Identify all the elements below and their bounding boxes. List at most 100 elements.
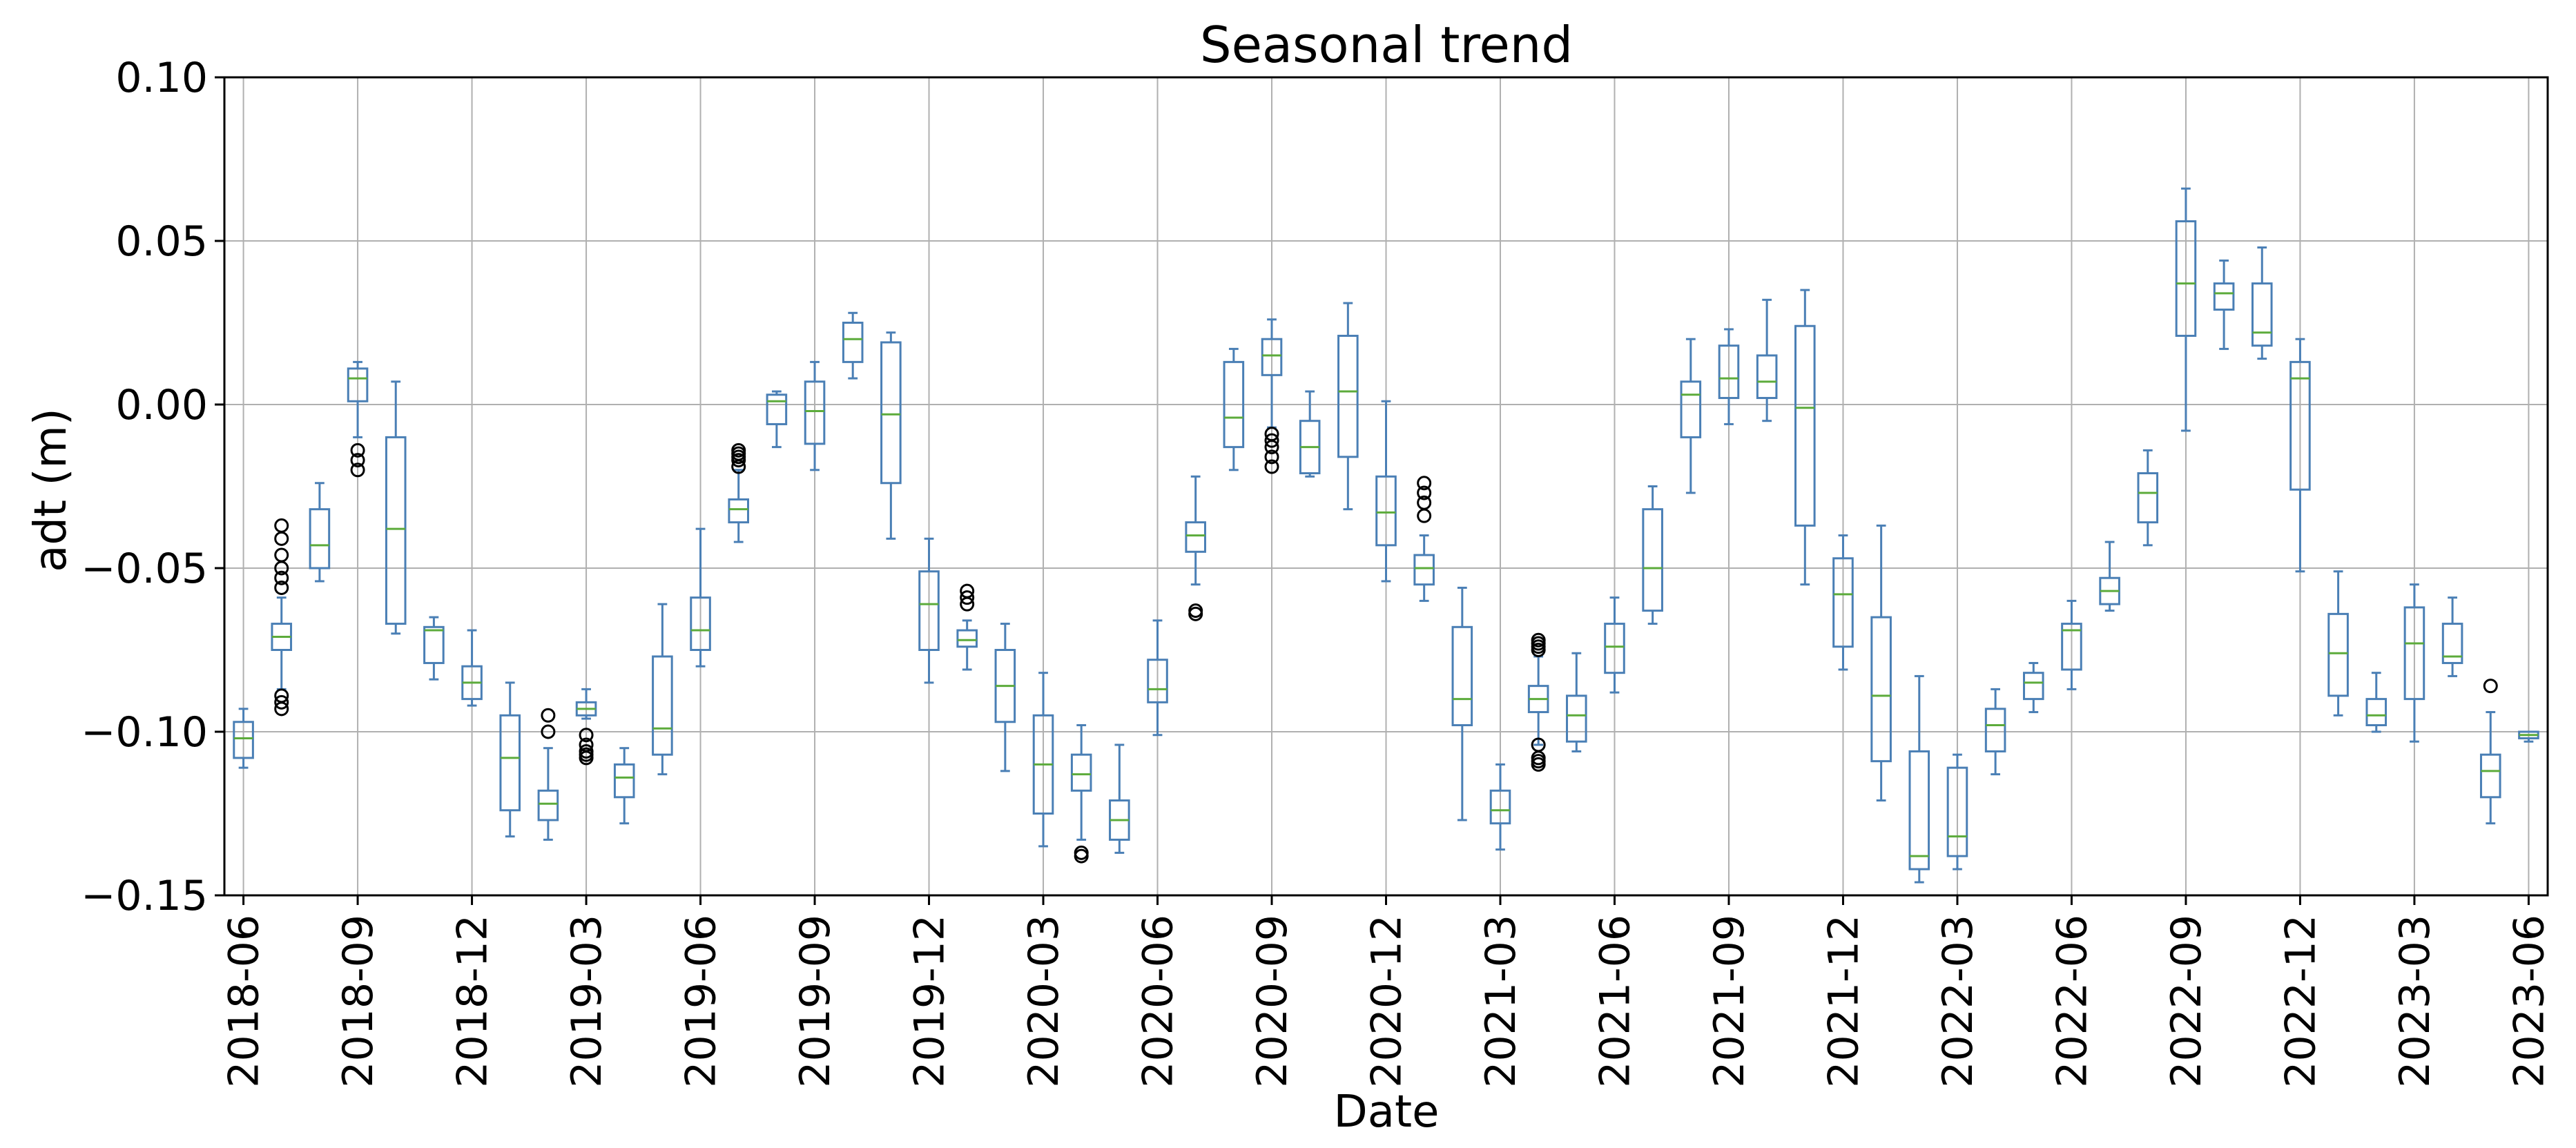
box-2019-05 xyxy=(652,603,673,776)
box-2022-02 xyxy=(1908,674,1930,884)
box-2018-10 xyxy=(385,380,407,635)
box-2023-02 xyxy=(2365,672,2388,733)
x-tick-label: 2022-06 xyxy=(2048,915,2096,1088)
box-2022-04 xyxy=(1984,688,2006,776)
box-2019-04 xyxy=(613,747,635,825)
box-body xyxy=(1223,360,1245,449)
box-body xyxy=(918,570,940,651)
box-2022-03 xyxy=(1946,753,1968,870)
outlier-point xyxy=(1417,476,1432,491)
box-2022-05 xyxy=(2022,661,2044,714)
outlier-point xyxy=(350,463,365,478)
box-body xyxy=(690,596,711,651)
box-2023-04 xyxy=(2441,596,2463,677)
box-2020-06 xyxy=(1147,619,1168,737)
box-2022-07 xyxy=(2099,541,2120,612)
box-2018-06 xyxy=(233,708,254,769)
outlier-point xyxy=(731,459,746,474)
box-body xyxy=(347,367,369,402)
box-body xyxy=(1451,625,1473,727)
y-axis-label: adt (m) xyxy=(26,408,77,572)
outlier-point xyxy=(1264,433,1279,448)
box-body xyxy=(2403,606,2425,701)
y-tick-label: −0.10 xyxy=(81,708,208,757)
outlier-point xyxy=(579,728,594,743)
box-body xyxy=(1946,766,1968,857)
box-body xyxy=(728,498,750,524)
box-body xyxy=(1604,623,1625,674)
box-2022-12 xyxy=(2289,338,2311,573)
x-tick-label: 2019-09 xyxy=(791,915,840,1088)
box-body xyxy=(956,629,978,648)
box-2019-03 xyxy=(575,688,597,766)
box-body xyxy=(233,721,254,759)
box-body xyxy=(423,625,445,664)
outlier-point xyxy=(1264,459,1279,474)
outlier-point xyxy=(274,561,289,576)
box-body xyxy=(2251,282,2273,347)
x-tick-label: 2021-09 xyxy=(1705,915,1754,1088)
box-body xyxy=(1375,475,1397,547)
box-body xyxy=(1185,521,1206,553)
box-2021-11 xyxy=(1794,289,1816,586)
box-body xyxy=(2441,623,2463,664)
box-body xyxy=(1984,708,2006,752)
box-body xyxy=(1718,344,1740,400)
x-tick-label: 2020-06 xyxy=(1134,915,1183,1088)
box-body xyxy=(804,380,826,445)
box-2021-04 xyxy=(1527,632,1549,772)
box-body xyxy=(1489,789,1511,825)
outlier-point xyxy=(731,453,746,468)
outlier-point xyxy=(1264,440,1279,455)
y-tick-label: −0.05 xyxy=(81,545,208,593)
y-tick-label: 0.00 xyxy=(115,381,208,429)
box-body xyxy=(652,655,673,756)
box-2020-11 xyxy=(1337,302,1359,511)
box-2021-03 xyxy=(1489,763,1511,851)
box-body xyxy=(880,341,902,485)
x-axis-label: Date xyxy=(1334,1087,1440,1138)
box-2018-12 xyxy=(461,629,483,707)
box-body xyxy=(537,789,559,821)
x-tick-label: 2018-09 xyxy=(334,915,382,1088)
outlier-point xyxy=(274,701,289,717)
x-tick-label: 2023-03 xyxy=(2391,915,2439,1088)
box-2021-02 xyxy=(1451,586,1473,821)
box-2020-03 xyxy=(1032,672,1054,848)
box-body xyxy=(385,436,407,625)
outlier-point xyxy=(274,570,289,585)
x-tick-label: 2018-12 xyxy=(449,915,497,1088)
y-tick-label: 0.05 xyxy=(115,217,208,266)
box-2021-06 xyxy=(1604,596,1625,694)
outlier-point xyxy=(960,590,975,605)
x-tick-label: 2019-06 xyxy=(677,915,726,1088)
outlier-point xyxy=(274,580,289,595)
chart-title: Seasonal trend xyxy=(1200,16,1573,74)
box-body xyxy=(2289,360,2311,491)
outlier-point xyxy=(1531,757,1546,772)
box-2019-06 xyxy=(690,527,711,668)
box-2023-01 xyxy=(2327,570,2349,717)
x-tick-label: 2019-12 xyxy=(906,915,954,1088)
box-2020-05 xyxy=(1109,743,1130,854)
x-tick-label: 2022-12 xyxy=(2276,915,2325,1088)
box-body xyxy=(1832,557,1854,648)
box-body xyxy=(309,508,331,570)
box-2023-03 xyxy=(2403,583,2425,743)
box-body xyxy=(1680,380,1702,438)
box-2018-11 xyxy=(423,616,445,681)
x-tick-label: 2023-06 xyxy=(2505,915,2553,1088)
box-2021-01 xyxy=(1413,476,1435,602)
box-2022-10 xyxy=(2213,259,2235,350)
box-2018-08 xyxy=(309,482,331,583)
box-2019-01 xyxy=(499,681,521,838)
box-body xyxy=(1147,659,1168,703)
outlier-point xyxy=(579,750,594,766)
box-body xyxy=(2327,612,2349,697)
box-2019-09 xyxy=(804,360,826,471)
outlier-point xyxy=(1074,848,1089,864)
x-tick-label: 2021-03 xyxy=(1477,915,1525,1088)
outlier-point xyxy=(1417,508,1432,523)
box-layer xyxy=(233,187,2539,884)
